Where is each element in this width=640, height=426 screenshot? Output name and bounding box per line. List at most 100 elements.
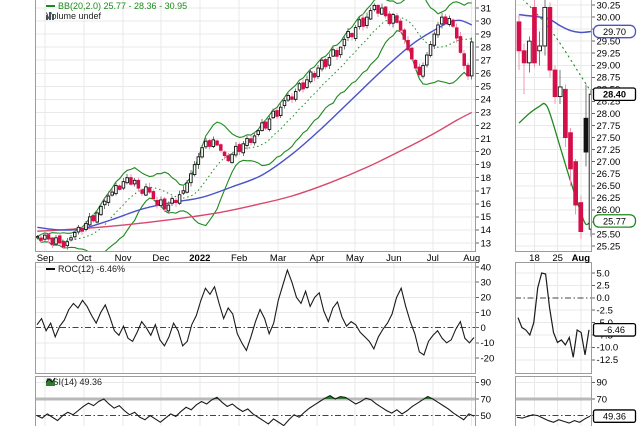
candle-body bbox=[537, 45, 542, 52]
candle-body bbox=[207, 140, 212, 147]
y-tick-label: 50 bbox=[481, 411, 492, 422]
candle-body bbox=[417, 66, 422, 76]
y-tick-label: 28.75 bbox=[597, 73, 621, 84]
candle-body bbox=[211, 139, 216, 148]
candle-body bbox=[278, 106, 283, 117]
rsi-value-box bbox=[592, 409, 637, 423]
candle-body bbox=[327, 57, 332, 66]
price-box-label: 25.77 bbox=[603, 216, 626, 226]
candle-body bbox=[335, 50, 339, 57]
candle-body bbox=[466, 64, 470, 77]
rsi-fill bbox=[37, 395, 474, 399]
panel-border bbox=[515, 376, 592, 426]
roc-label: ROC(12) -6.46% bbox=[58, 264, 126, 274]
rsi-line bbox=[36, 395, 475, 426]
candle-body bbox=[563, 88, 568, 138]
candle-body bbox=[204, 140, 208, 148]
candle-body bbox=[275, 110, 279, 117]
candle-body bbox=[331, 49, 335, 57]
month-label: Feb bbox=[231, 253, 247, 264]
candle-body bbox=[267, 118, 272, 130]
candle-body bbox=[252, 135, 257, 144]
candle-body bbox=[316, 67, 320, 77]
candle-body bbox=[547, 6, 553, 71]
y-tick-label: 13 bbox=[481, 238, 492, 249]
candle-body bbox=[447, 17, 452, 25]
candle-body bbox=[72, 232, 77, 238]
rsi-line bbox=[516, 414, 591, 424]
y-tick-label: 28.00 bbox=[597, 109, 621, 120]
panel-border bbox=[35, 376, 476, 426]
candle-body bbox=[342, 38, 347, 47]
y-tick-label: 25.50 bbox=[597, 229, 621, 240]
y-tick-label: 26.50 bbox=[597, 181, 621, 192]
month-label: Jul bbox=[427, 253, 439, 264]
y-tick-label: 27.75 bbox=[597, 121, 621, 132]
candle-body bbox=[147, 187, 152, 193]
candle-body bbox=[323, 59, 328, 68]
month-label: Sep bbox=[37, 253, 54, 264]
candle-body bbox=[234, 145, 238, 156]
candle-body bbox=[39, 237, 43, 241]
candle-body bbox=[387, 13, 392, 25]
candle-body bbox=[245, 138, 249, 146]
y-tick-label: 21 bbox=[481, 134, 492, 145]
candle-body bbox=[200, 147, 204, 158]
candle-body bbox=[372, 4, 377, 11]
price-box bbox=[592, 87, 637, 102]
candle-body bbox=[361, 17, 365, 27]
roc-line bbox=[517, 272, 590, 358]
candle-body bbox=[526, 40, 532, 64]
candle-body bbox=[185, 182, 189, 193]
volume-label: Volume undef bbox=[46, 11, 102, 21]
month-label: May bbox=[346, 253, 364, 264]
candle-body bbox=[469, 41, 474, 77]
y-tick-label: 22 bbox=[481, 121, 492, 132]
candle-body bbox=[162, 198, 167, 210]
candle-body bbox=[350, 32, 354, 38]
week-label: 25 bbox=[552, 253, 563, 264]
candle-body bbox=[391, 14, 395, 24]
candle-body bbox=[54, 237, 58, 245]
candle-body bbox=[290, 96, 294, 100]
y-tick-label: 70 bbox=[597, 394, 608, 405]
y-tick-label: 19 bbox=[481, 160, 492, 171]
candle-body bbox=[583, 117, 589, 153]
y-tick-label: 5.0 bbox=[597, 268, 610, 279]
y-tick-label: 29.00 bbox=[597, 61, 621, 72]
candle-body bbox=[114, 185, 118, 195]
y-tick-label: 27.50 bbox=[597, 133, 621, 144]
candle-body bbox=[87, 216, 92, 226]
candle-body bbox=[293, 91, 298, 100]
price-box-label: 29.70 bbox=[603, 27, 626, 37]
candle-body bbox=[241, 143, 246, 154]
candle-body bbox=[43, 234, 47, 240]
week-label: Aug bbox=[572, 253, 591, 264]
y-tick-label: 24 bbox=[481, 95, 492, 106]
y-tick-label: 29.50 bbox=[597, 36, 621, 47]
candle-body bbox=[357, 19, 362, 28]
y-tick-label: 27 bbox=[481, 56, 492, 67]
y-tick-label: 28.25 bbox=[597, 97, 621, 108]
candle-body bbox=[443, 16, 448, 25]
candle-body bbox=[46, 234, 51, 240]
candle-body bbox=[174, 199, 178, 203]
candle-body bbox=[50, 237, 55, 245]
price-box-label: 28.40 bbox=[603, 90, 626, 100]
rsi-legend: RSI(14) 49.36 bbox=[46, 377, 102, 387]
candle-body bbox=[159, 199, 163, 207]
rsi-plot-overbought-fill bbox=[37, 395, 474, 399]
rsi-plot bbox=[36, 395, 475, 426]
candle-body bbox=[35, 236, 40, 239]
month-label: Nov bbox=[115, 253, 132, 264]
y-tick-label: 30 bbox=[481, 277, 492, 288]
rsi-value-box-label: 49.36 bbox=[603, 412, 626, 422]
y-tick-label: -2.5 bbox=[597, 306, 613, 317]
candle-body bbox=[521, 50, 527, 64]
candle-body bbox=[380, 7, 384, 15]
candle-body bbox=[230, 153, 234, 164]
volume-bars-icon bbox=[46, 12, 54, 20]
candle-body bbox=[132, 179, 137, 185]
candle-body bbox=[451, 19, 455, 27]
